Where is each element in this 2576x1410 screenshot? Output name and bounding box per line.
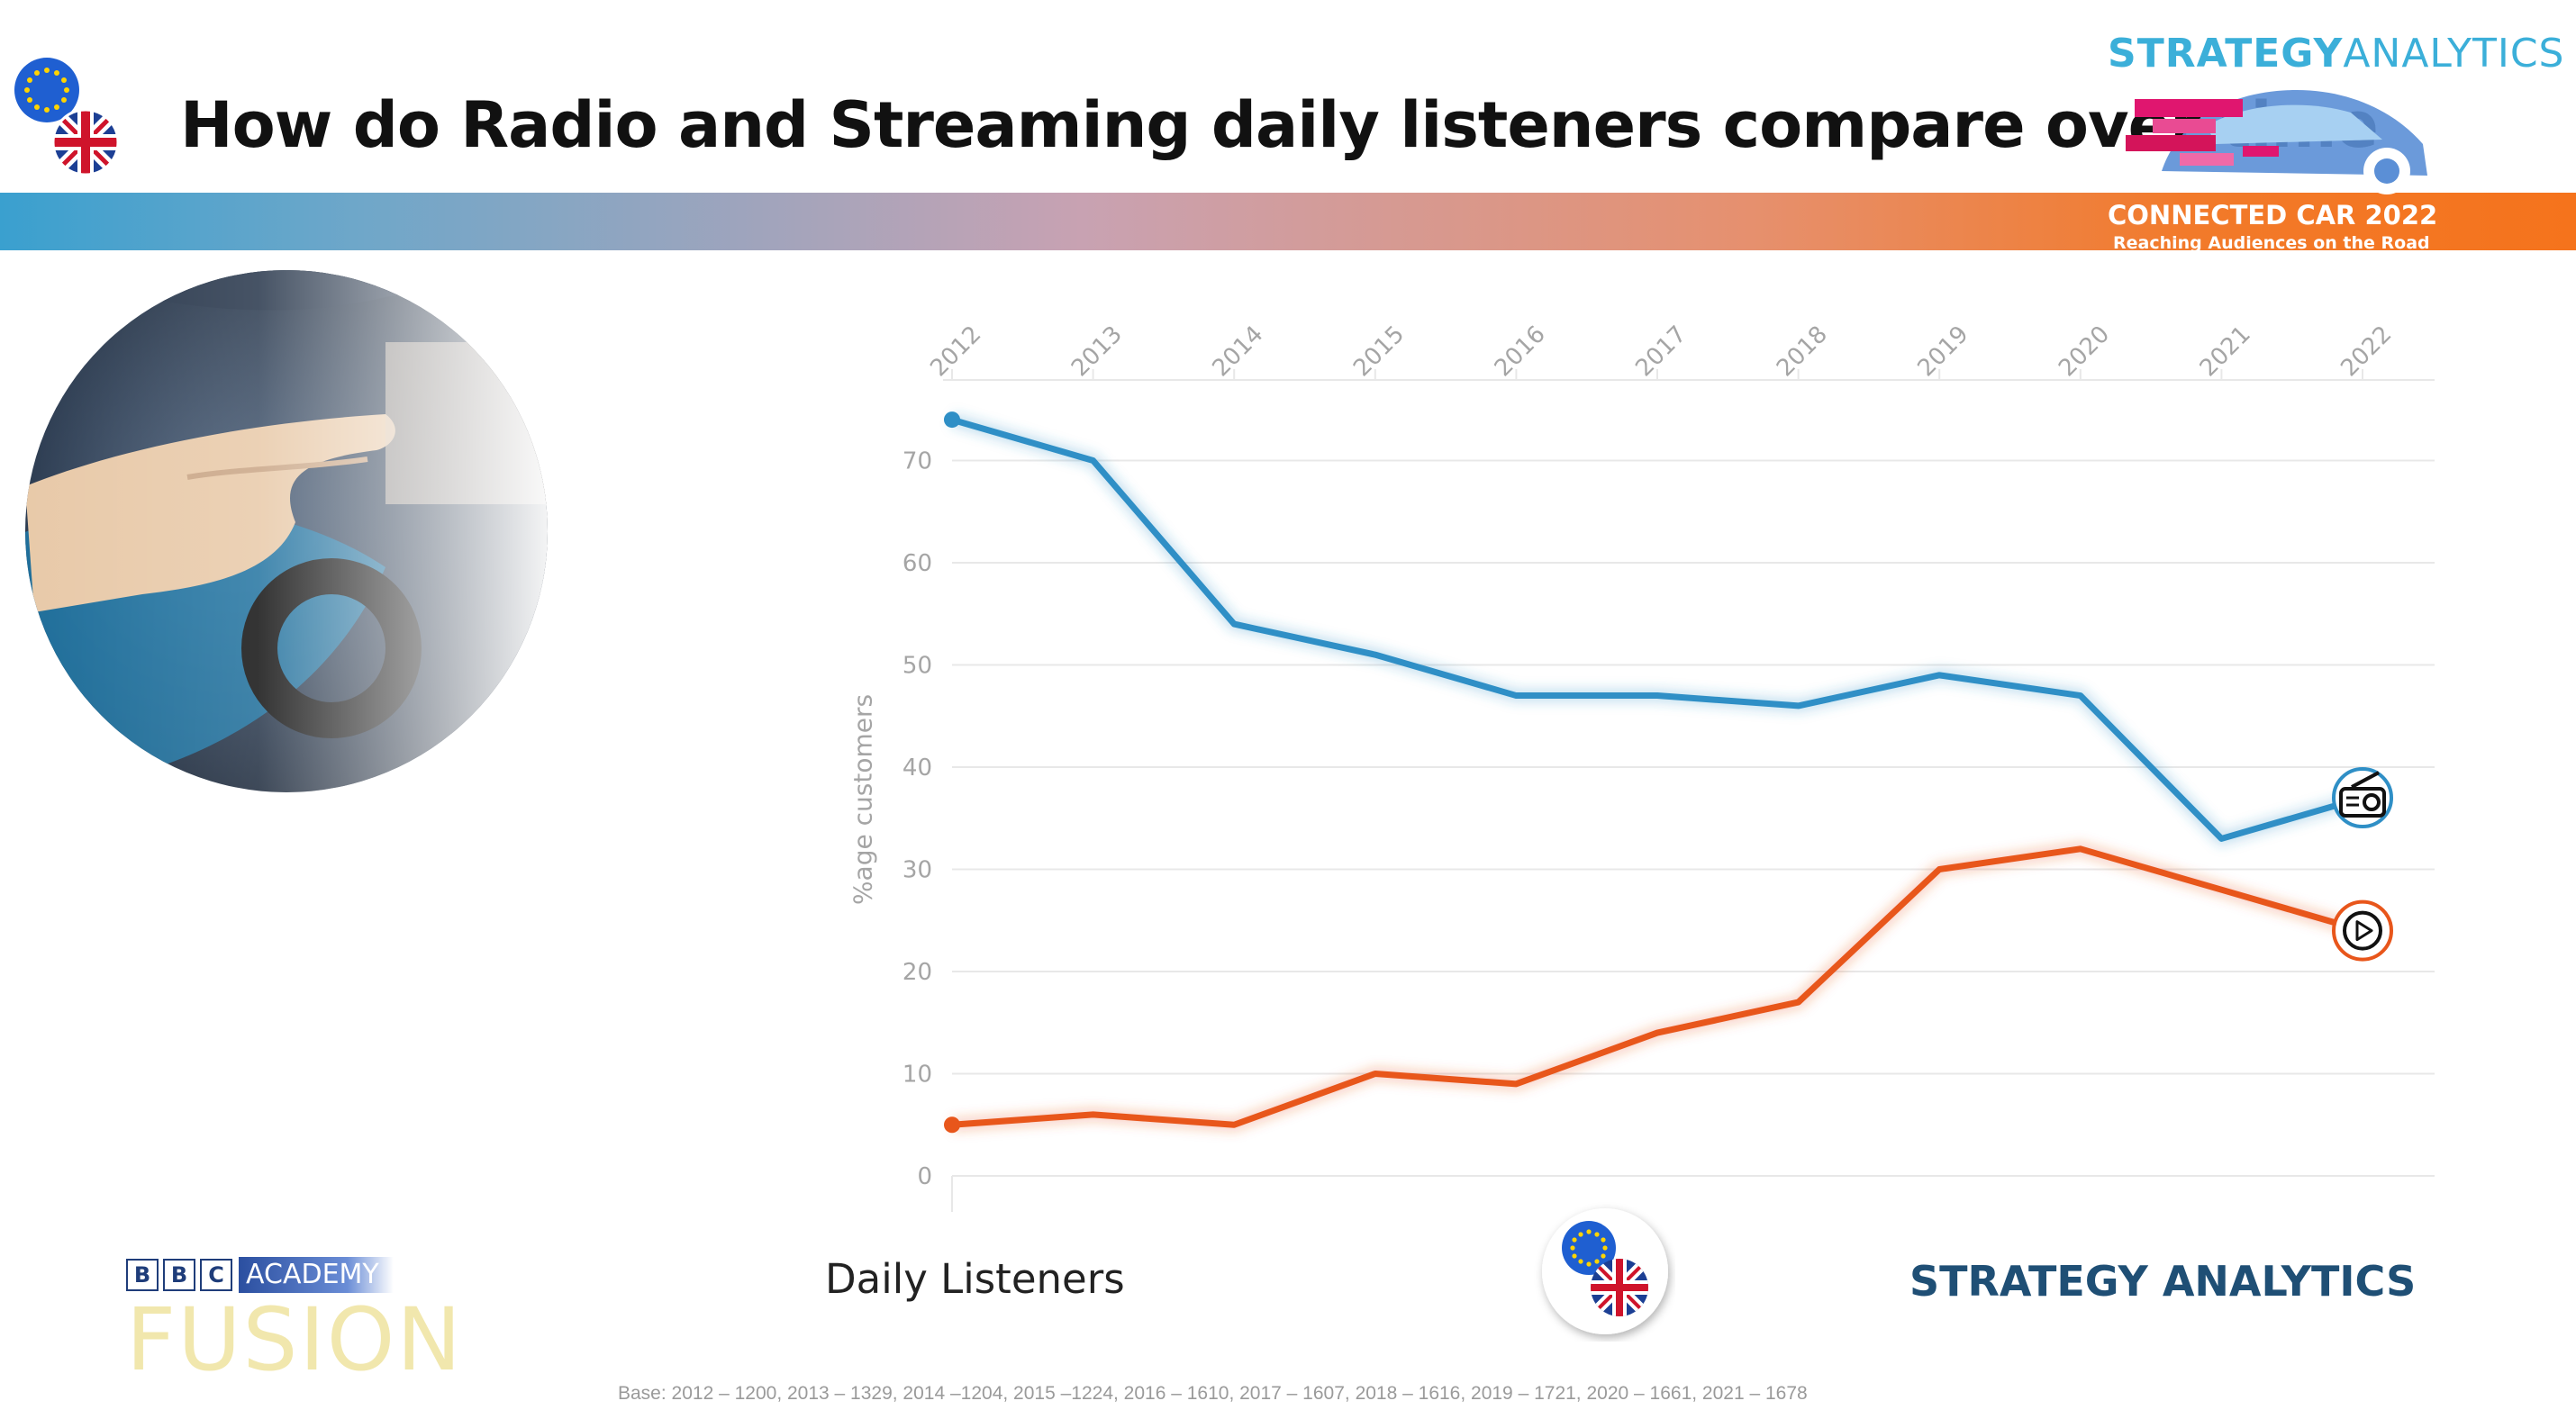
x-tick-label: 2019 [1913, 321, 1974, 382]
play-icon [2332, 899, 2393, 962]
x-tick-label: 2014 [1208, 321, 1269, 382]
strategy-analytics-footer-logo: STRATEGY ANALYTICS [1909, 1257, 2417, 1306]
play-triangle [2355, 920, 2373, 942]
base-sample-note: Base: 2012 – 1200, 2013 – 1329, 2014 –12… [618, 1383, 1808, 1404]
bbc-fusion-label: FUSION [126, 1289, 464, 1390]
x-tick-label: 2013 [1066, 321, 1128, 382]
series-glow [951, 841, 2365, 1133]
logo-strategy-word: STRATEGY [2108, 31, 2344, 77]
eu-uk-flags-icon [1542, 1208, 1668, 1334]
x-tick-label: 2016 [1490, 321, 1551, 382]
bbc-academy-fusion-logo: B B C ACADEMY FUSION [126, 1257, 504, 1390]
line-chart: 0 10 20 30 40 50 60 70 2012 2013 2014 2015 2016 2017 2… [903, 321, 2435, 1212]
bbc-letter-b1: B [126, 1259, 159, 1291]
data-point [944, 1116, 960, 1134]
logo-analytics-word: ANALYTICS [2343, 31, 2565, 77]
y-tick-label: 60 [903, 550, 932, 577]
y-tick-label: 50 [903, 653, 932, 680]
y-tick-label: 30 [903, 857, 932, 884]
x-tick-label: 2022 [2336, 321, 2397, 382]
x-tick-label: 2015 [1348, 321, 1410, 382]
y-tick-label: 0 [917, 1163, 932, 1190]
radio-series-line [948, 416, 2366, 842]
car-interior-photo [25, 270, 548, 792]
strategy-analytics-logo: STRATEGYANALYTICS [2108, 31, 2564, 77]
streaming-series-line [948, 845, 2366, 1128]
eu-uk-flags-icon [14, 58, 120, 176]
radio-icon [2332, 767, 2393, 829]
y-tick-label: 40 [903, 755, 932, 782]
header-banner [0, 193, 2576, 250]
event-title: CONNECTED CAR 2022 [2108, 200, 2438, 230]
event-subtitle: Reaching Audiences on the Road [2113, 233, 2430, 253]
x-tick-label: 2018 [1772, 321, 1833, 382]
series-glow [949, 412, 2365, 846]
bbc-academy-label: ACADEMY [239, 1257, 394, 1293]
data-point [944, 411, 960, 429]
connected-car-icon [2126, 90, 2427, 194]
radio-speaker [2363, 793, 2381, 812]
y-axis-label: %age customers [848, 693, 878, 906]
bbc-letter-b2: B [163, 1259, 195, 1291]
radio-body [2339, 787, 2386, 818]
bbc-letter-c: C [200, 1259, 232, 1291]
y-tick-label: 70 [903, 448, 932, 475]
x-tick-label: 2021 [2195, 321, 2256, 382]
page-title: How do Radio and Streaming daily listene… [180, 88, 2379, 162]
x-tick-label: 2020 [2054, 321, 2115, 382]
chart-caption: Daily Listeners [825, 1255, 1125, 1303]
play-ring [2343, 910, 2382, 951]
radio-antenna [2351, 771, 2380, 789]
y-tick-label: 20 [903, 959, 932, 986]
x-tick-label: 2012 [925, 321, 986, 382]
x-tick-label: 2017 [1630, 321, 1692, 382]
y-tick-label: 10 [903, 1062, 932, 1089]
